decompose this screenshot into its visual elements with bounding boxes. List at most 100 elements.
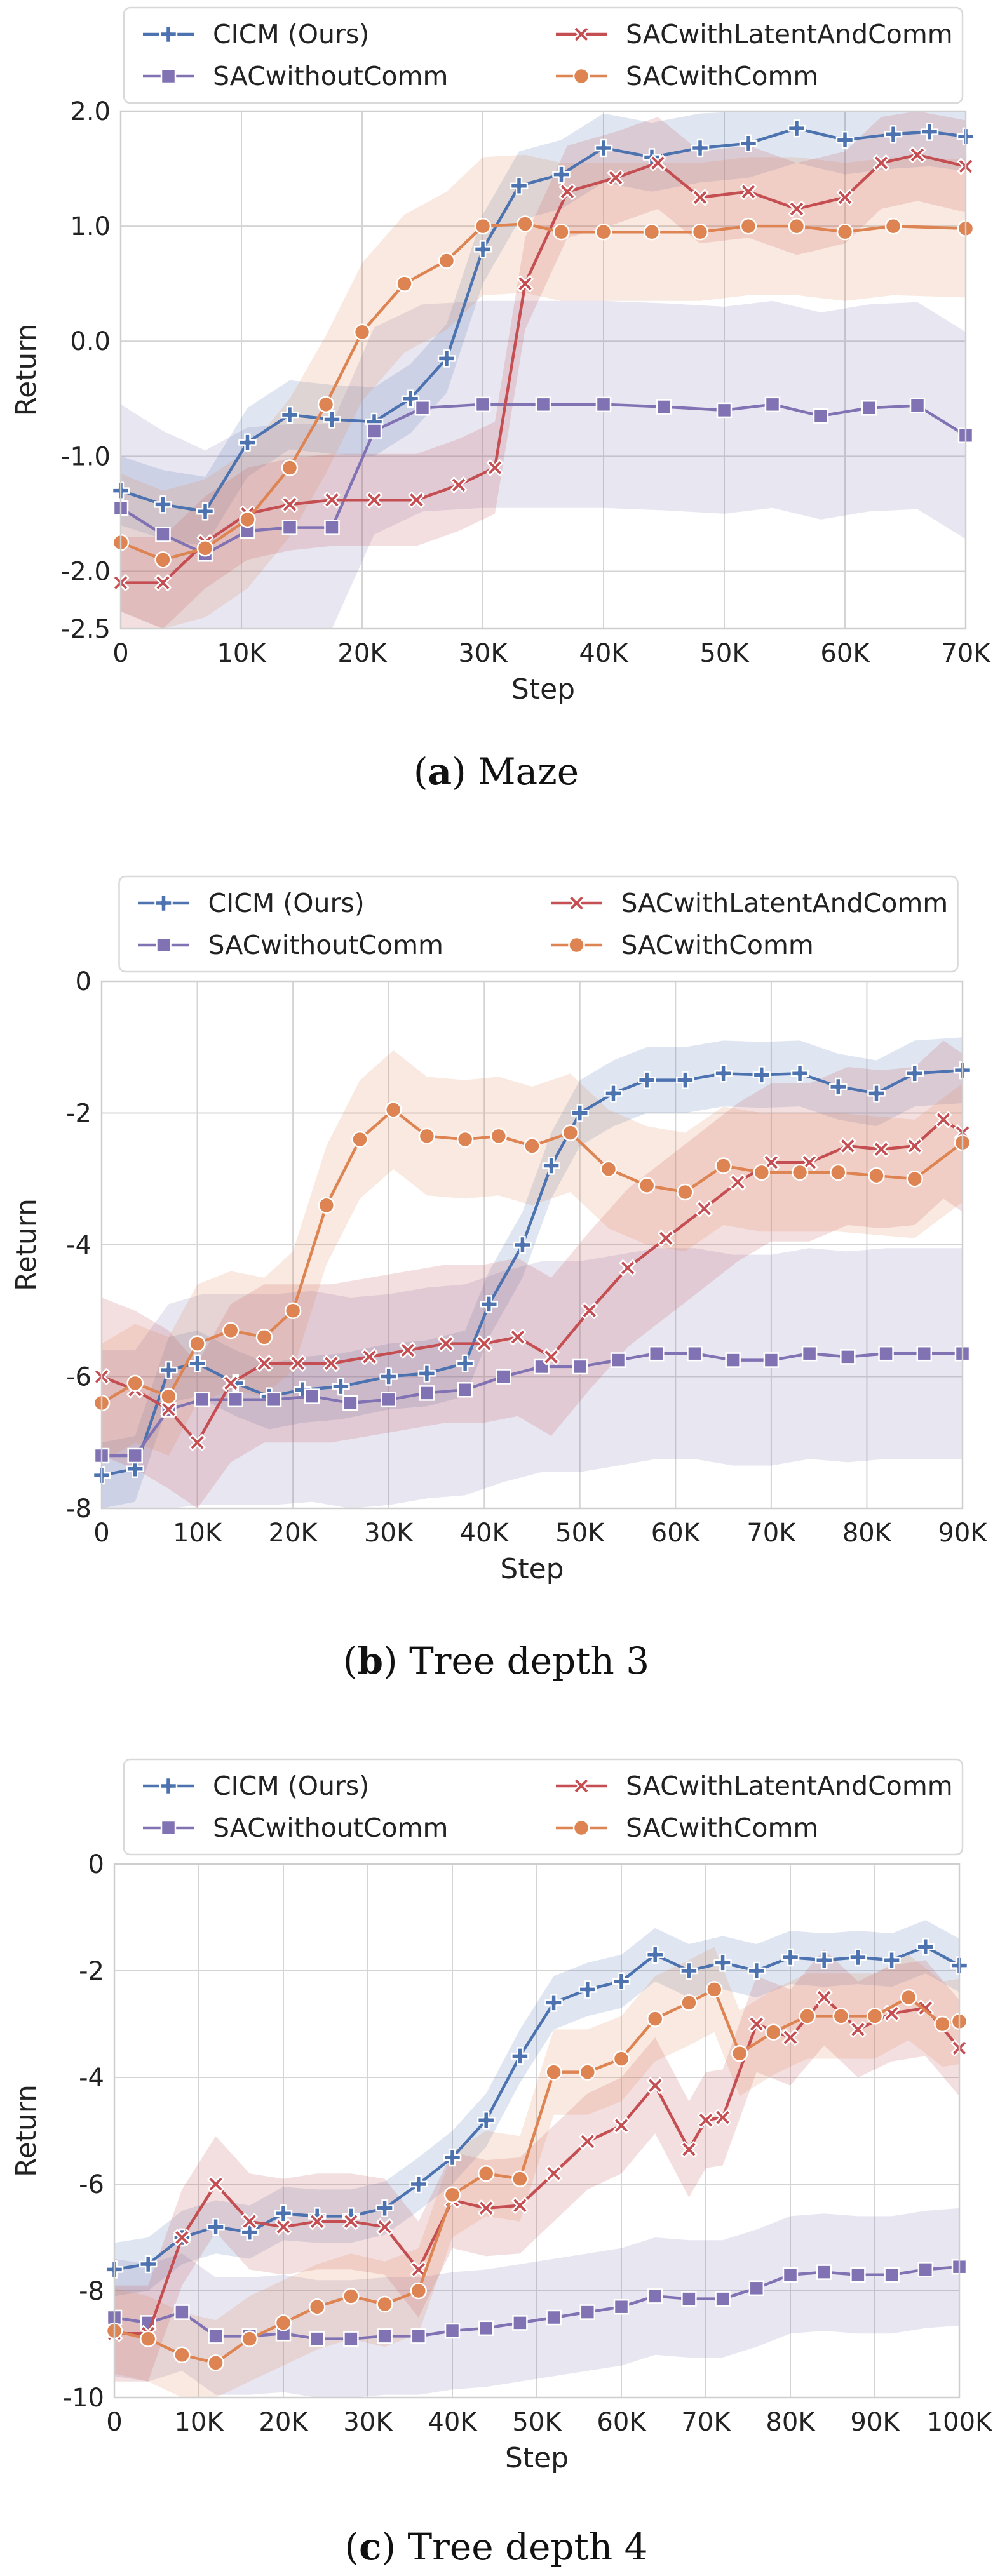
data-point bbox=[381, 1392, 396, 1408]
x-tick-label: 10K bbox=[217, 639, 267, 668]
data-point bbox=[643, 223, 661, 241]
y-tick-label: 2.0 bbox=[70, 97, 111, 126]
x-tick-label: 30K bbox=[343, 2408, 393, 2437]
data-point bbox=[410, 2328, 427, 2344]
data-point bbox=[906, 1137, 923, 1155]
data-point bbox=[578, 1980, 597, 1999]
data-point bbox=[281, 496, 299, 513]
data-point bbox=[308, 2213, 326, 2231]
data-point bbox=[438, 252, 456, 269]
data-point bbox=[456, 1354, 475, 1372]
y-tick-label: -4 bbox=[66, 1231, 91, 1260]
data-point bbox=[477, 2199, 495, 2217]
data-point bbox=[174, 2304, 190, 2320]
data-point bbox=[909, 398, 926, 413]
data-point bbox=[126, 1374, 144, 1392]
series-band bbox=[114, 1947, 959, 2398]
series-band bbox=[114, 1949, 959, 2382]
legend-marker bbox=[159, 25, 178, 44]
data-point bbox=[920, 123, 939, 141]
data-point bbox=[765, 2023, 782, 2041]
data-point bbox=[646, 2010, 664, 2027]
data-point bbox=[748, 2280, 765, 2297]
data-point bbox=[647, 2288, 663, 2304]
data-point bbox=[781, 2029, 799, 2046]
data-point bbox=[866, 2008, 884, 2025]
data-point bbox=[900, 1989, 917, 2006]
caption-title: Tree depth 3 bbox=[398, 1639, 650, 1682]
data-point bbox=[289, 1355, 306, 1372]
data-point bbox=[255, 1329, 273, 1346]
y-tick-label: 0 bbox=[76, 967, 91, 996]
data-point bbox=[716, 402, 733, 419]
data-point bbox=[839, 1137, 856, 1155]
data-point bbox=[274, 2314, 292, 2331]
data-point bbox=[604, 1084, 623, 1103]
data-point bbox=[317, 396, 335, 413]
legend-marker bbox=[572, 25, 590, 43]
data-point bbox=[861, 400, 877, 416]
legend-label: SACwithLatentAndComm bbox=[621, 888, 949, 918]
data-point bbox=[681, 2291, 697, 2307]
data-point bbox=[649, 154, 666, 171]
data-point bbox=[713, 1954, 732, 1972]
y-tick-label: 1.0 bbox=[70, 212, 111, 241]
data-point bbox=[475, 396, 491, 413]
data-point bbox=[934, 2015, 951, 2033]
x-tick-label: 60K bbox=[651, 1519, 701, 1548]
data-point bbox=[342, 2213, 360, 2231]
data-point bbox=[511, 2170, 529, 2187]
y-tick-label: -2.0 bbox=[61, 557, 111, 586]
data-point bbox=[691, 223, 709, 241]
data-point bbox=[544, 1994, 563, 2012]
data-point bbox=[240, 2223, 259, 2241]
legend-label: SACwithComm bbox=[626, 1813, 818, 1843]
y-axis-label: Return bbox=[10, 1198, 43, 1291]
data-point bbox=[189, 1434, 206, 1451]
legend-marker bbox=[568, 894, 585, 912]
data-point bbox=[884, 2267, 900, 2283]
data-point bbox=[457, 1382, 473, 1398]
x-tick-label: 40K bbox=[428, 2408, 478, 2437]
data-point bbox=[408, 491, 425, 509]
data-point bbox=[867, 1084, 886, 1103]
x-tick-label: 10K bbox=[174, 2408, 224, 2437]
data-point bbox=[477, 2164, 495, 2182]
data-point bbox=[740, 183, 757, 201]
data-point bbox=[318, 1197, 335, 1214]
data-point bbox=[342, 2288, 360, 2305]
x-tick-label: 90K bbox=[850, 2408, 900, 2437]
data-point bbox=[637, 1071, 656, 1089]
data-point bbox=[638, 1177, 656, 1194]
data-point bbox=[917, 2262, 934, 2277]
data-point bbox=[849, 2021, 867, 2038]
data-point bbox=[714, 1064, 733, 1083]
y-tick-label: -6 bbox=[66, 1363, 91, 1392]
data-point bbox=[916, 1937, 935, 1956]
data-point bbox=[309, 2331, 325, 2347]
legend-label: CICM (Ours) bbox=[208, 888, 365, 918]
legend-marker bbox=[160, 68, 177, 84]
data-point bbox=[610, 1352, 626, 1368]
data-point bbox=[830, 1164, 847, 1181]
data-point bbox=[509, 1329, 527, 1346]
y-tick-label: 0 bbox=[88, 1850, 104, 1879]
data-point bbox=[304, 1388, 320, 1404]
chart-caption: (b) Tree depth 3 bbox=[343, 1639, 649, 1682]
data-point bbox=[829, 1077, 848, 1096]
x-tick-label: 90K bbox=[938, 1519, 988, 1548]
legend-box bbox=[118, 875, 959, 973]
data-point bbox=[740, 217, 757, 235]
legend-marker bbox=[160, 1820, 177, 1836]
data-point bbox=[418, 1127, 436, 1145]
data-point bbox=[194, 1392, 210, 1408]
data-point bbox=[612, 2050, 630, 2067]
x-tick-label: 0 bbox=[106, 2408, 122, 2437]
data-point bbox=[849, 1948, 867, 1967]
data-point bbox=[552, 165, 571, 184]
data-point bbox=[739, 134, 758, 152]
data-point bbox=[646, 2077, 664, 2094]
caption-title: Maze bbox=[466, 750, 579, 793]
data-point bbox=[365, 491, 383, 509]
x-tick-label: 50K bbox=[512, 2408, 562, 2437]
